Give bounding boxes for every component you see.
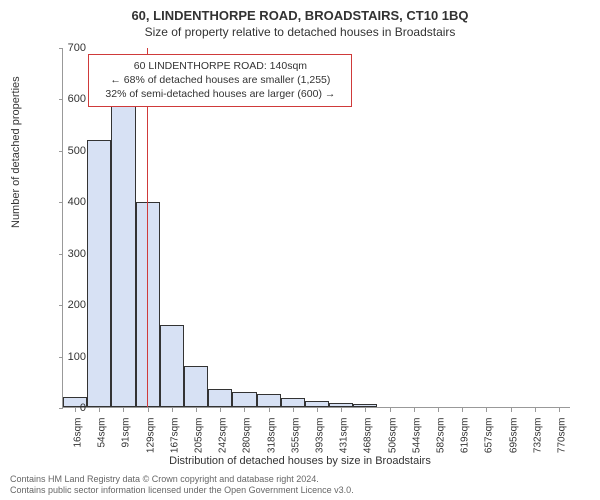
x-tick-label: 91sqm bbox=[121, 418, 132, 448]
x-tick-label: 431sqm bbox=[339, 418, 350, 454]
annotation-line: ← 68% of detached houses are smaller (1,… bbox=[97, 73, 343, 87]
x-tick-mark bbox=[365, 408, 366, 412]
y-tick-label: 300 bbox=[46, 248, 86, 260]
histogram-bar bbox=[353, 404, 377, 407]
plot-area: 16sqm54sqm91sqm129sqm167sqm205sqm242sqm2… bbox=[62, 48, 570, 408]
x-tick-label: 318sqm bbox=[266, 418, 277, 454]
x-tick-mark bbox=[341, 408, 342, 412]
x-tick-mark bbox=[172, 408, 173, 412]
histogram-bar bbox=[208, 389, 232, 407]
x-tick-label: 619sqm bbox=[460, 418, 471, 454]
y-tick-label: 500 bbox=[46, 145, 86, 157]
y-tick-label: 400 bbox=[46, 196, 86, 208]
x-tick-label: 16sqm bbox=[73, 418, 84, 448]
x-tick-mark bbox=[99, 408, 100, 412]
x-tick-mark bbox=[196, 408, 197, 412]
histogram-bar bbox=[305, 401, 329, 407]
x-tick-label: 657sqm bbox=[484, 418, 495, 454]
x-tick-mark bbox=[535, 408, 536, 412]
attribution-line2: Contains public sector information licen… bbox=[10, 485, 354, 496]
histogram-bar bbox=[111, 101, 135, 407]
x-tick-label: 468sqm bbox=[363, 418, 374, 454]
x-tick-label: 205sqm bbox=[194, 418, 205, 454]
x-tick-mark bbox=[220, 408, 221, 412]
x-tick-label: 732sqm bbox=[532, 418, 543, 454]
x-tick-label: 54sqm bbox=[97, 418, 108, 448]
x-tick-label: 355sqm bbox=[290, 418, 301, 454]
x-tick-mark bbox=[462, 408, 463, 412]
x-tick-label: 544sqm bbox=[411, 418, 422, 454]
x-tick-mark bbox=[486, 408, 487, 412]
x-tick-label: 506sqm bbox=[387, 418, 398, 454]
annotation-line: 32% of semi-detached houses are larger (… bbox=[97, 87, 343, 101]
y-axis-label: Number of detached properties bbox=[10, 76, 22, 228]
x-tick-mark bbox=[269, 408, 270, 412]
x-tick-label: 242sqm bbox=[218, 418, 229, 454]
x-tick-mark bbox=[438, 408, 439, 412]
x-tick-mark bbox=[244, 408, 245, 412]
attribution-text: Contains HM Land Registry data © Crown c… bbox=[10, 474, 354, 496]
x-tick-mark bbox=[148, 408, 149, 412]
y-tick-label: 200 bbox=[46, 299, 86, 311]
chart-area: 16sqm54sqm91sqm129sqm167sqm205sqm242sqm2… bbox=[62, 48, 570, 408]
attribution-line1: Contains HM Land Registry data © Crown c… bbox=[10, 474, 354, 485]
x-tick-label: 393sqm bbox=[315, 418, 326, 454]
x-tick-label: 770sqm bbox=[556, 418, 567, 454]
x-axis-label: Distribution of detached houses by size … bbox=[0, 455, 600, 467]
histogram-bar bbox=[281, 398, 305, 407]
x-tick-mark bbox=[317, 408, 318, 412]
x-tick-mark bbox=[390, 408, 391, 412]
histogram-bar bbox=[160, 325, 184, 407]
histogram-bar bbox=[257, 394, 281, 407]
x-tick-mark bbox=[559, 408, 560, 412]
x-tick-mark bbox=[511, 408, 512, 412]
x-tick-label: 695sqm bbox=[508, 418, 519, 454]
y-tick-label: 600 bbox=[46, 93, 86, 105]
annotation-box: 60 LINDENTHORPE ROAD: 140sqm← 68% of det… bbox=[88, 54, 352, 107]
histogram-bar bbox=[329, 403, 353, 407]
x-tick-label: 582sqm bbox=[435, 418, 446, 454]
y-tick-label: 700 bbox=[46, 42, 86, 54]
x-tick-label: 167sqm bbox=[169, 418, 180, 454]
histogram-bar bbox=[232, 392, 256, 407]
chart-title-sub: Size of property relative to detached ho… bbox=[0, 23, 600, 45]
x-tick-label: 129sqm bbox=[145, 418, 156, 454]
chart-title-main: 60, LINDENTHORPE ROAD, BROADSTAIRS, CT10… bbox=[0, 0, 600, 23]
histogram-bar bbox=[184, 366, 208, 407]
y-tick-label: 100 bbox=[46, 351, 86, 363]
x-tick-mark bbox=[293, 408, 294, 412]
x-tick-mark bbox=[414, 408, 415, 412]
histogram-bar bbox=[87, 140, 111, 407]
x-tick-label: 280sqm bbox=[242, 418, 253, 454]
x-tick-mark bbox=[123, 408, 124, 412]
annotation-line: 60 LINDENTHORPE ROAD: 140sqm bbox=[97, 59, 343, 73]
y-tick-label: 0 bbox=[46, 402, 86, 414]
